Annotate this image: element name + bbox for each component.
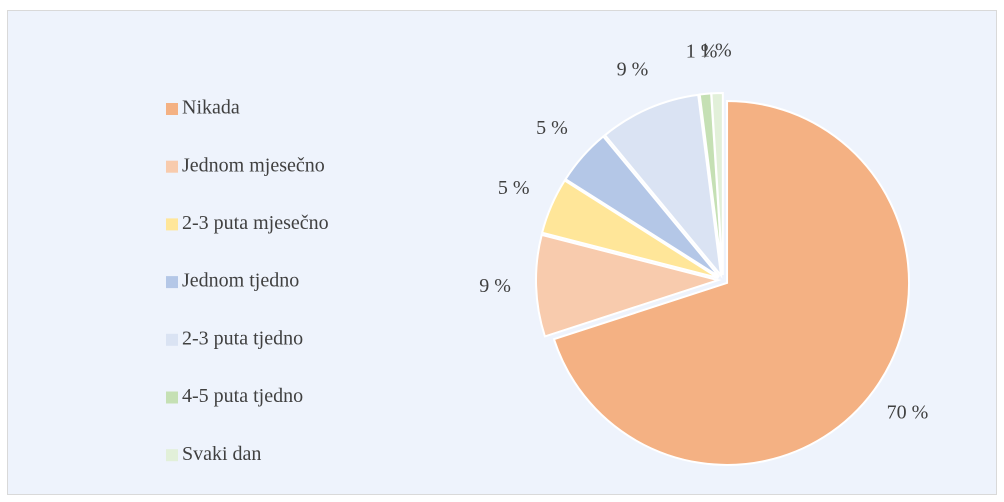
pie-slice xyxy=(540,179,719,279)
legend-swatch xyxy=(166,103,178,115)
legend-label: Jednom mjesečno xyxy=(182,154,325,176)
legend-swatch xyxy=(166,276,178,289)
data-label: 9 % xyxy=(617,58,649,80)
legend-label: 2-3 puta mjesečno xyxy=(182,212,329,234)
data-label: 9 % xyxy=(479,275,511,297)
legend-swatch xyxy=(166,218,178,231)
data-label: 5 % xyxy=(536,117,568,139)
legend-label: 4-5 puta tjedno xyxy=(182,385,303,407)
legend-label: Jednom tjedno xyxy=(182,270,299,292)
legend-swatch xyxy=(166,449,178,462)
legend-label: Svaki dan xyxy=(182,443,261,465)
pie-slice xyxy=(552,99,911,466)
legend-label: Nikada xyxy=(182,97,240,119)
pie-slice xyxy=(710,92,724,276)
legend-swatch xyxy=(166,333,178,346)
legend-swatch xyxy=(166,160,178,173)
pie-slice xyxy=(535,233,722,338)
legend-swatch xyxy=(166,391,178,404)
pie-slice xyxy=(564,135,721,278)
legend-label: 2-3 puta tjedno xyxy=(182,327,303,349)
data-label: 1 % xyxy=(686,41,718,63)
data-label: 70 % xyxy=(887,402,929,424)
data-label: 5 % xyxy=(498,177,530,199)
pie-slice xyxy=(603,93,723,279)
data-label: 1 % xyxy=(700,40,732,62)
